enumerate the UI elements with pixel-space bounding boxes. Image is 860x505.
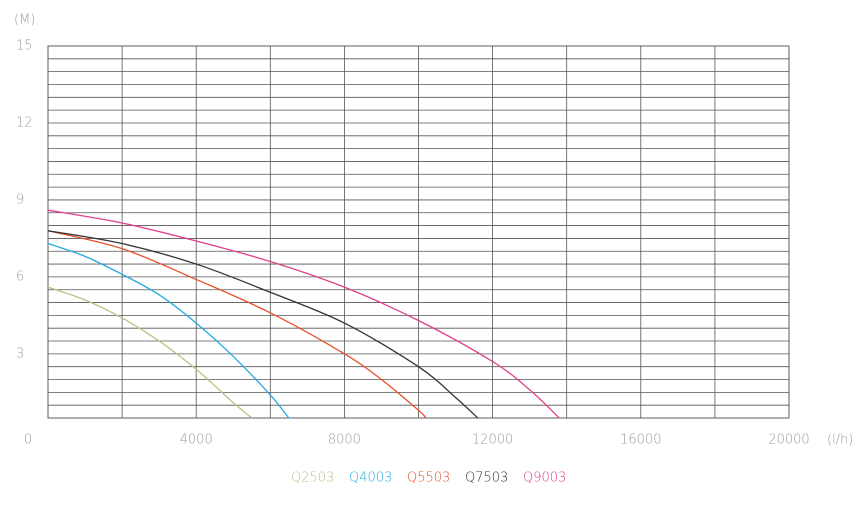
- line: [47, 230, 479, 419]
- x-unit: (l/h): [827, 433, 853, 448]
- y-tick-label: 12: [16, 115, 33, 130]
- x-tick-label: 16000: [620, 433, 661, 448]
- legend-entry: Q4003: [349, 471, 392, 486]
- x-tick-label: 4000: [180, 433, 213, 448]
- legend-entry: Q5503: [407, 471, 450, 486]
- y-unit: (M): [14, 13, 35, 28]
- y-tick-label: 15: [16, 39, 33, 54]
- x-tick-label: 8000: [328, 433, 361, 448]
- x-tick-label: 0: [24, 433, 32, 448]
- y-tick-label: 6: [16, 269, 24, 284]
- y-tick-label: 3: [16, 346, 24, 361]
- y-tick-label: 9: [16, 192, 24, 207]
- x-tick-label: 20000: [768, 433, 809, 448]
- legend-entry: Q2503: [291, 471, 334, 486]
- plot-border: [47, 45, 790, 419]
- x-tick-label: 12000: [472, 433, 513, 448]
- legend-entry: Q7503: [465, 471, 508, 486]
- legend-entry: Q9003: [523, 471, 566, 486]
- line: [47, 230, 427, 419]
- line: [47, 209, 560, 419]
- line: [47, 286, 253, 419]
- line: [47, 242, 290, 419]
